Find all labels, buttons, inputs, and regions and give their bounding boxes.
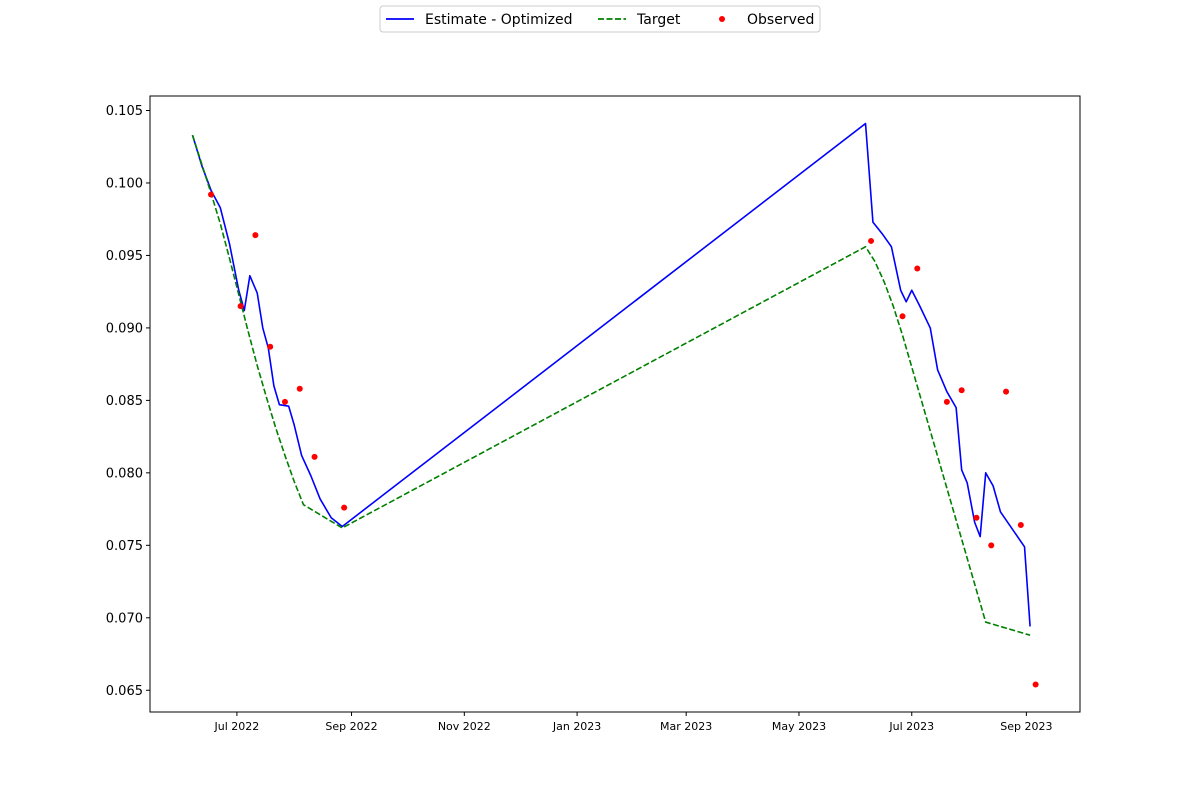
x-tick-label: Sep 2023 bbox=[1000, 720, 1052, 733]
observed-point bbox=[237, 303, 244, 310]
observed-point bbox=[208, 191, 215, 198]
legend-label-estimate-optimized: Estimate - Optimized bbox=[425, 12, 572, 28]
plot-area: 0.065 0.070 0.075 0.080 0.085 0.090 0.095 0.100… bbox=[106, 95, 1081, 733]
observed-points bbox=[208, 191, 1039, 688]
chart-legend: Estimate - Optimized Target Observed bbox=[379, 5, 821, 33]
y-tick-label: 0.105 bbox=[106, 104, 143, 119]
observed-point bbox=[899, 313, 906, 320]
y-tick-label: 0.080 bbox=[106, 466, 143, 481]
observed-point bbox=[296, 385, 303, 392]
estimate-optimized-line bbox=[191, 122, 1031, 627]
observed-point bbox=[281, 398, 288, 405]
observed-point bbox=[1032, 681, 1039, 688]
series-layer bbox=[191, 122, 1039, 688]
y-tick-label: 0.065 bbox=[106, 684, 143, 699]
observed-point bbox=[943, 398, 950, 405]
observed-point bbox=[868, 237, 875, 244]
observed-point bbox=[311, 453, 318, 460]
x-tick-label: May 2023 bbox=[772, 720, 826, 733]
x-tick-label: Jan 2023 bbox=[552, 720, 601, 733]
y-tick-label: 0.095 bbox=[106, 249, 143, 264]
observed-point bbox=[973, 514, 980, 521]
x-tick-label: Jul 2022 bbox=[214, 720, 260, 733]
legend-label-observed: Observed bbox=[747, 12, 814, 28]
y-tick-label: 0.100 bbox=[106, 176, 143, 191]
observed-point bbox=[252, 232, 259, 239]
x-tick-label: Sep 2022 bbox=[325, 720, 377, 733]
legend-marker-observed bbox=[719, 16, 725, 22]
observed-point bbox=[267, 343, 274, 350]
observed-point bbox=[958, 387, 965, 394]
target-line bbox=[191, 134, 1031, 636]
observed-point bbox=[1003, 388, 1010, 395]
x-tick-label: Jul 2023 bbox=[888, 720, 934, 733]
observed-point bbox=[1017, 522, 1024, 529]
observed-point bbox=[988, 542, 995, 549]
legend-label-target: Target bbox=[636, 12, 681, 28]
axes-frame bbox=[149, 95, 1081, 713]
x-axis: Jul 2022 Sep 2022 Nov 2022 Jan 2023 Mar 2023… bbox=[214, 712, 1052, 733]
observed-point bbox=[914, 265, 921, 272]
y-tick-label: 0.075 bbox=[106, 539, 143, 554]
y-axis: 0.065 0.070 0.075 0.080 0.085 0.090 0.095 0.100… bbox=[106, 104, 150, 699]
x-tick-label: Mar 2023 bbox=[660, 720, 712, 733]
x-tick-label: Nov 2022 bbox=[438, 720, 491, 733]
observed-point bbox=[341, 504, 348, 511]
y-tick-label: 0.085 bbox=[106, 394, 143, 409]
y-tick-label: 0.090 bbox=[106, 321, 143, 336]
y-tick-label: 0.070 bbox=[106, 611, 143, 626]
